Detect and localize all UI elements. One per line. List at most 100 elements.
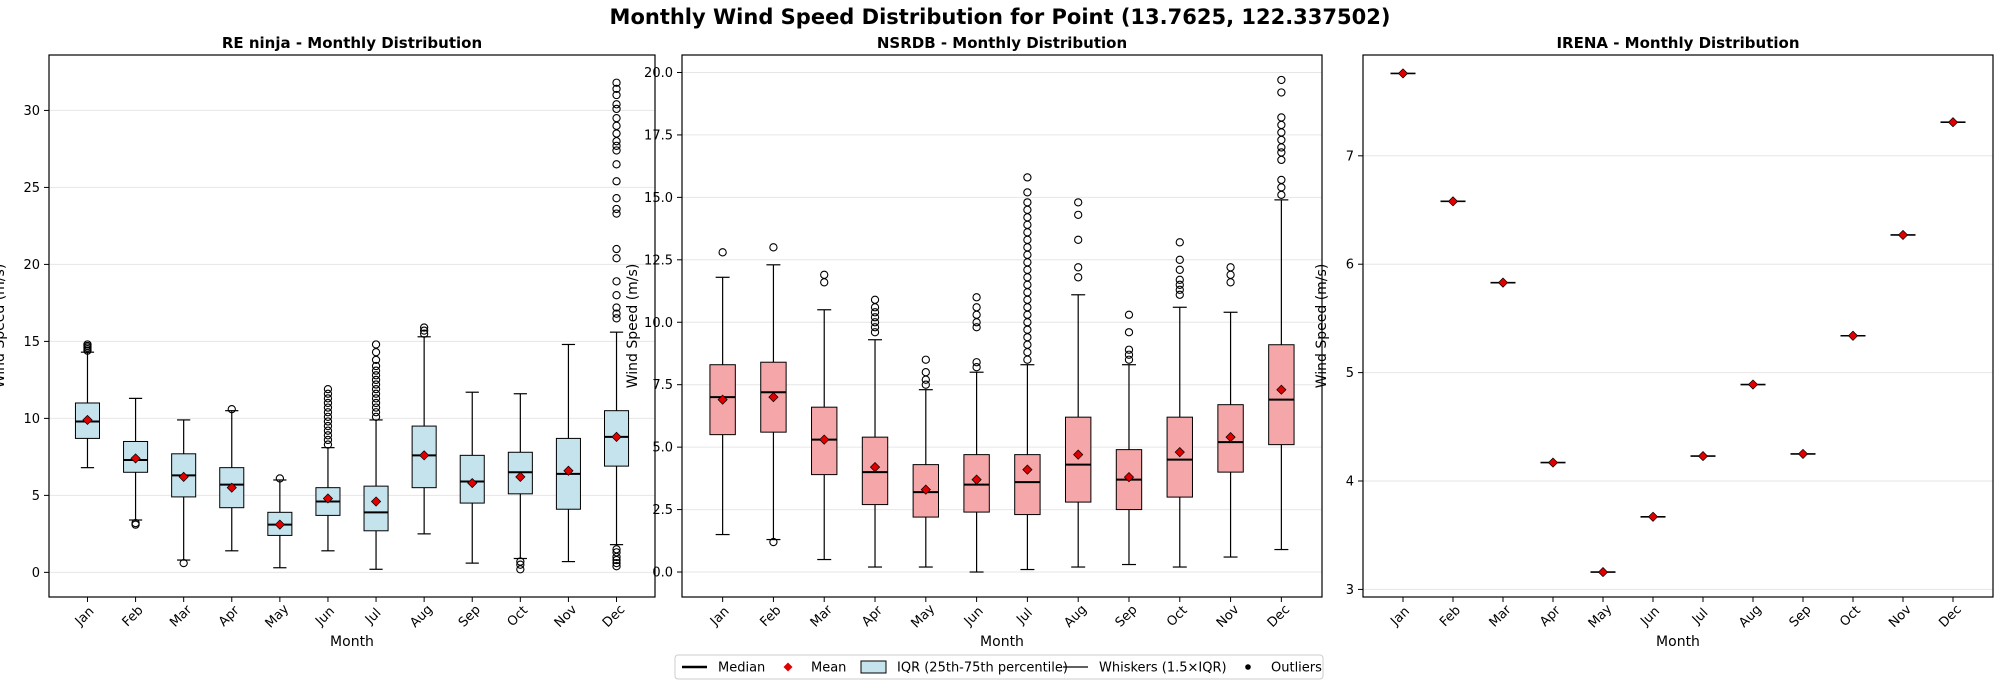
outlier-point (972, 323, 981, 332)
mean-marker (869, 462, 881, 473)
outlier-point (275, 474, 285, 483)
outlier-point (612, 309, 621, 318)
outlier-point (972, 293, 981, 302)
mean-marker (563, 465, 574, 476)
outlier-point (612, 303, 621, 312)
outlier-point (1277, 113, 1286, 122)
mean-marker (819, 434, 830, 445)
box-oct (507, 393, 533, 574)
outlier-point (1023, 173, 1032, 182)
outlier-point (1175, 275, 1184, 284)
outlier-point (612, 160, 621, 169)
box-apr (219, 404, 245, 552)
y-tick-label: 0.0 (652, 566, 673, 581)
legend-label: Whiskers (1.5×IQR) (1099, 661, 1227, 676)
x-tick-label: Apr (216, 603, 243, 630)
panel-title: RE ninja - Monthly Distribution (222, 34, 482, 52)
mean-marker (1847, 330, 1859, 341)
panel-1: 0 5 10 15 20 25 30 Jan Feb Mar Apr May Jun Jul Aug Sep O… (0, 34, 656, 650)
mean-marker (1123, 472, 1135, 483)
outlier-point (870, 308, 880, 317)
outlier-point (870, 318, 880, 327)
y-tick-label: 17.5 (644, 128, 673, 143)
outlier-point (323, 384, 333, 394)
mean-marker (515, 471, 526, 482)
box-mar (1490, 277, 1516, 288)
outlier-point (1124, 328, 1134, 337)
outlier-point (612, 277, 621, 286)
mean-marker (920, 484, 931, 495)
outlier-point (1124, 350, 1134, 359)
outlier-point (870, 328, 880, 337)
outlier-point (371, 389, 381, 398)
mean-marker (419, 450, 430, 461)
y-tick-label: 7.5 (652, 378, 673, 393)
outlier-point (612, 141, 621, 150)
x-tick-label: Dec (1265, 602, 1293, 630)
mean-marker (1697, 450, 1709, 462)
outlier-point (323, 394, 333, 403)
outlier-point (371, 412, 381, 421)
outlier-point (612, 137, 621, 146)
mean-marker (1276, 384, 1287, 395)
box-apr (861, 295, 889, 568)
outlier-point (1175, 255, 1184, 264)
x-tick-label: Jan (72, 604, 97, 629)
outlier-point (1023, 243, 1032, 252)
box-jul (363, 340, 389, 570)
outlier-point (323, 431, 333, 440)
outlier-point (1023, 273, 1032, 282)
legend-item-mean: Mean (783, 661, 846, 676)
outlier-point (323, 421, 333, 431)
outlier-point (612, 78, 621, 87)
y-tick-label: 20 (23, 258, 40, 273)
box-apr (1540, 457, 1566, 468)
legend: Median Mean IQR (25th-75th percentile) Whis… (674, 654, 1324, 680)
mean-marker (1747, 379, 1759, 390)
plot-frame (1362, 54, 1994, 598)
legend-mean-swatch (783, 662, 793, 672)
outlier-point (1124, 355, 1134, 364)
y-tick-label: 15.0 (644, 191, 673, 206)
x-tick-label: Feb (120, 603, 147, 630)
mean-marker (1797, 448, 1809, 460)
outlier-point (131, 520, 140, 529)
outlier-point (612, 254, 621, 263)
box-mar (811, 270, 838, 561)
x-tick-label: Aug (1061, 602, 1090, 631)
outlier-point (371, 361, 381, 371)
outlier-point (371, 380, 381, 389)
box-may (267, 474, 293, 569)
mean-marker (82, 414, 93, 426)
outlier-point (1023, 303, 1032, 312)
outlier-point (371, 366, 381, 375)
x-tick-label: Sep (1787, 603, 1815, 631)
mean-marker (322, 493, 334, 504)
y-tick-label: 12.5 (644, 253, 673, 268)
outlier-point (820, 270, 829, 279)
mean-marker (1174, 447, 1185, 458)
panel-title: IRENA - Monthly Distribution (1556, 34, 1799, 52)
y-tick-label: 7 (1346, 149, 1354, 164)
outlier-point (612, 209, 621, 218)
mean-marker (1497, 277, 1509, 288)
y-tick-label: 5.0 (652, 441, 673, 456)
plot-frame (48, 54, 656, 598)
y-tick-label: 5 (32, 489, 40, 504)
x-tick-label: Oct (1837, 603, 1864, 630)
outlier-point (1124, 345, 1134, 354)
iqr-box (1064, 416, 1092, 503)
legend-item-iqr: IQR (25th-75th percentile) (860, 660, 1068, 676)
outlier-point (1175, 265, 1184, 274)
mean-marker (971, 474, 982, 485)
outlier-point (820, 278, 829, 287)
y-tick-label: 30 (23, 104, 40, 119)
outlier-point (921, 375, 930, 384)
outlier-point (371, 371, 381, 380)
y-tick-label: 4 (1346, 475, 1354, 490)
mean-marker (1597, 566, 1609, 578)
outlier-point (1277, 88, 1286, 97)
outlier-point (1023, 340, 1032, 349)
outlier-point (1074, 263, 1083, 272)
